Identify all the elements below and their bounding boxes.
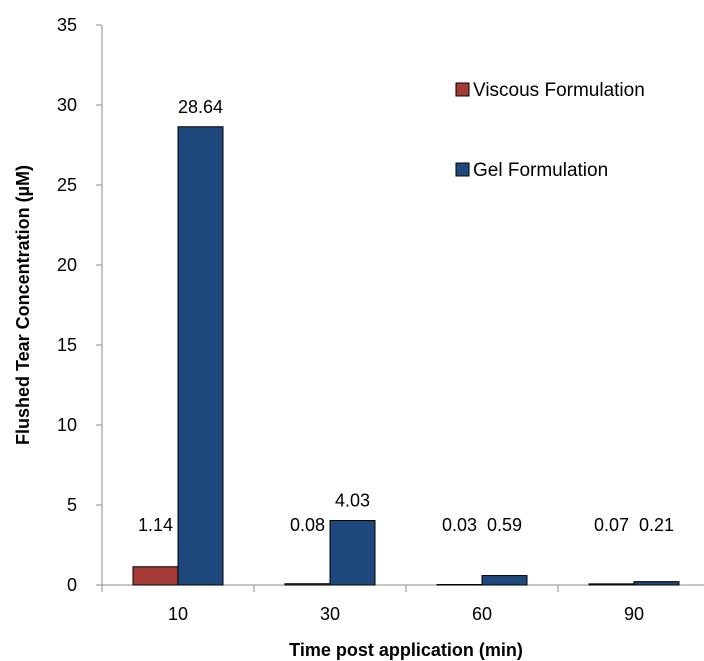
data-label: 4.03 bbox=[335, 491, 370, 511]
bar-viscous-60 bbox=[436, 584, 483, 586]
y-tick-label: 35 bbox=[57, 15, 77, 35]
legend-label: Viscous Formulation bbox=[473, 80, 645, 101]
legend-label: Gel Formulation bbox=[473, 160, 608, 181]
y-tick-label: 5 bbox=[67, 495, 77, 515]
bar-gel-90 bbox=[633, 581, 680, 586]
data-label: 0.59 bbox=[487, 515, 522, 535]
y-tick-label: 20 bbox=[57, 255, 77, 275]
data-label: 0.03 bbox=[442, 515, 477, 535]
data-label: 0.21 bbox=[639, 515, 674, 535]
y-axis-title: Flushed Tear Concentration (µM) bbox=[13, 165, 33, 445]
x-axis-title: Time post application (min) bbox=[289, 640, 523, 660]
data-label: 28.64 bbox=[178, 97, 223, 117]
bar-viscous-30 bbox=[284, 583, 331, 586]
bar-gel-60 bbox=[481, 575, 528, 586]
data-label: 0.07 bbox=[594, 515, 629, 535]
y-tick-label: 25 bbox=[57, 175, 77, 195]
data-label: 0.08 bbox=[290, 515, 325, 535]
bar-gel-10 bbox=[177, 126, 224, 586]
legend-swatch bbox=[455, 82, 470, 97]
x-tick-label: 90 bbox=[624, 604, 644, 624]
x-tick-label: 10 bbox=[168, 604, 188, 624]
bars bbox=[132, 126, 680, 586]
y-axis: 0 5 10 15 20 25 30 35 bbox=[57, 15, 103, 595]
y-tick-label: 30 bbox=[57, 95, 77, 115]
data-labels: 1.14 0.08 0.03 0.07 28.64 4.03 0.59 0.21 bbox=[138, 97, 674, 535]
bar-viscous-10 bbox=[132, 566, 179, 586]
x-axis: 10 30 60 90 bbox=[101, 584, 704, 624]
legend-swatch bbox=[455, 162, 470, 177]
y-tick-label: 15 bbox=[57, 335, 77, 355]
y-tick-label: 0 bbox=[67, 575, 77, 595]
data-label: 1.14 bbox=[138, 515, 173, 535]
bar-viscous-90 bbox=[588, 583, 635, 586]
y-tick-label: 10 bbox=[57, 415, 77, 435]
bar-gel-30 bbox=[329, 520, 376, 586]
x-tick-label: 30 bbox=[320, 604, 340, 624]
x-tick-label: 60 bbox=[472, 604, 492, 624]
legend: Viscous Formulation Gel Formulation bbox=[455, 80, 645, 181]
